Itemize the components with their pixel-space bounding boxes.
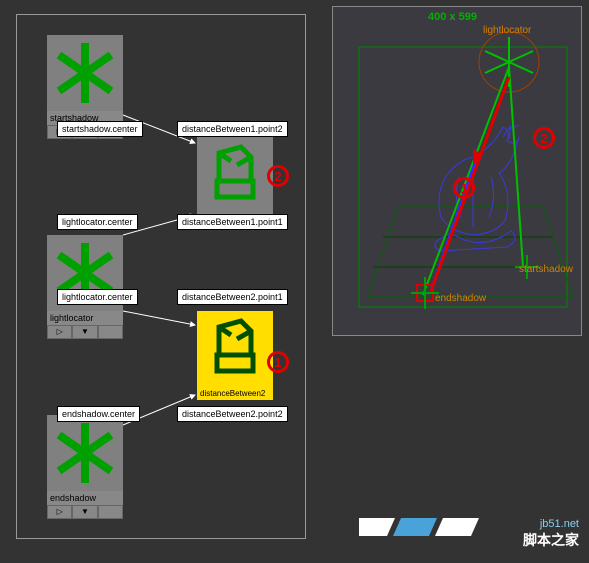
viewport-panel[interactable]: 400 x 599 [332,6,582,336]
viewport-marker-1: 1 [453,177,475,199]
conn-label: distanceBetween2.point2 [177,406,288,422]
conn-label: distanceBetween2.point1 [177,289,288,305]
node-controls[interactable]: ▷▼ [47,505,123,519]
marker-circle-1: 1 [267,351,289,373]
node-label: lightlocator [47,311,123,325]
node-controls[interactable]: ▷▼ [47,325,123,339]
hypergraph-panel: startshadow ▷▼ lightlocator ▷▼ [16,14,306,539]
label-lightlocator: lightlocator [483,25,531,36]
distance-icon [197,137,273,213]
locator-icon [47,415,123,491]
marker-circle-2: 2 [267,165,289,187]
viewport-scene [333,7,581,335]
site-name-cn: 脚本之家 [523,530,579,550]
conn-label: lightlocator.center [57,289,138,305]
conn-label: distanceBetween1.point2 [177,121,288,137]
label-endshadow: endshadow [435,293,486,304]
label-startshadow: startshadow [519,264,573,275]
decorative-shapes [359,512,499,545]
site-url: jb51.net [523,518,579,530]
locator-icon [47,35,123,111]
conn-label: distanceBetween1.point1 [177,214,288,230]
conn-label: startshadow.center [57,121,143,137]
node-endshadow[interactable]: endshadow ▷▼ [47,415,123,519]
node-label: distanceBetween2 [197,387,273,400]
node-label: endshadow [47,491,123,505]
distance-icon [197,311,273,387]
conn-label: lightlocator.center [57,214,138,230]
node-lightlocator[interactable]: lightlocator ▷▼ [47,235,123,339]
viewport-marker-2: 2 [533,127,555,149]
conn-label: endshadow.center [57,406,140,422]
node-distancebetween2[interactable]: distanceBetween2 [197,311,273,407]
site-logo: jb51.net 脚本之家 [523,518,579,550]
